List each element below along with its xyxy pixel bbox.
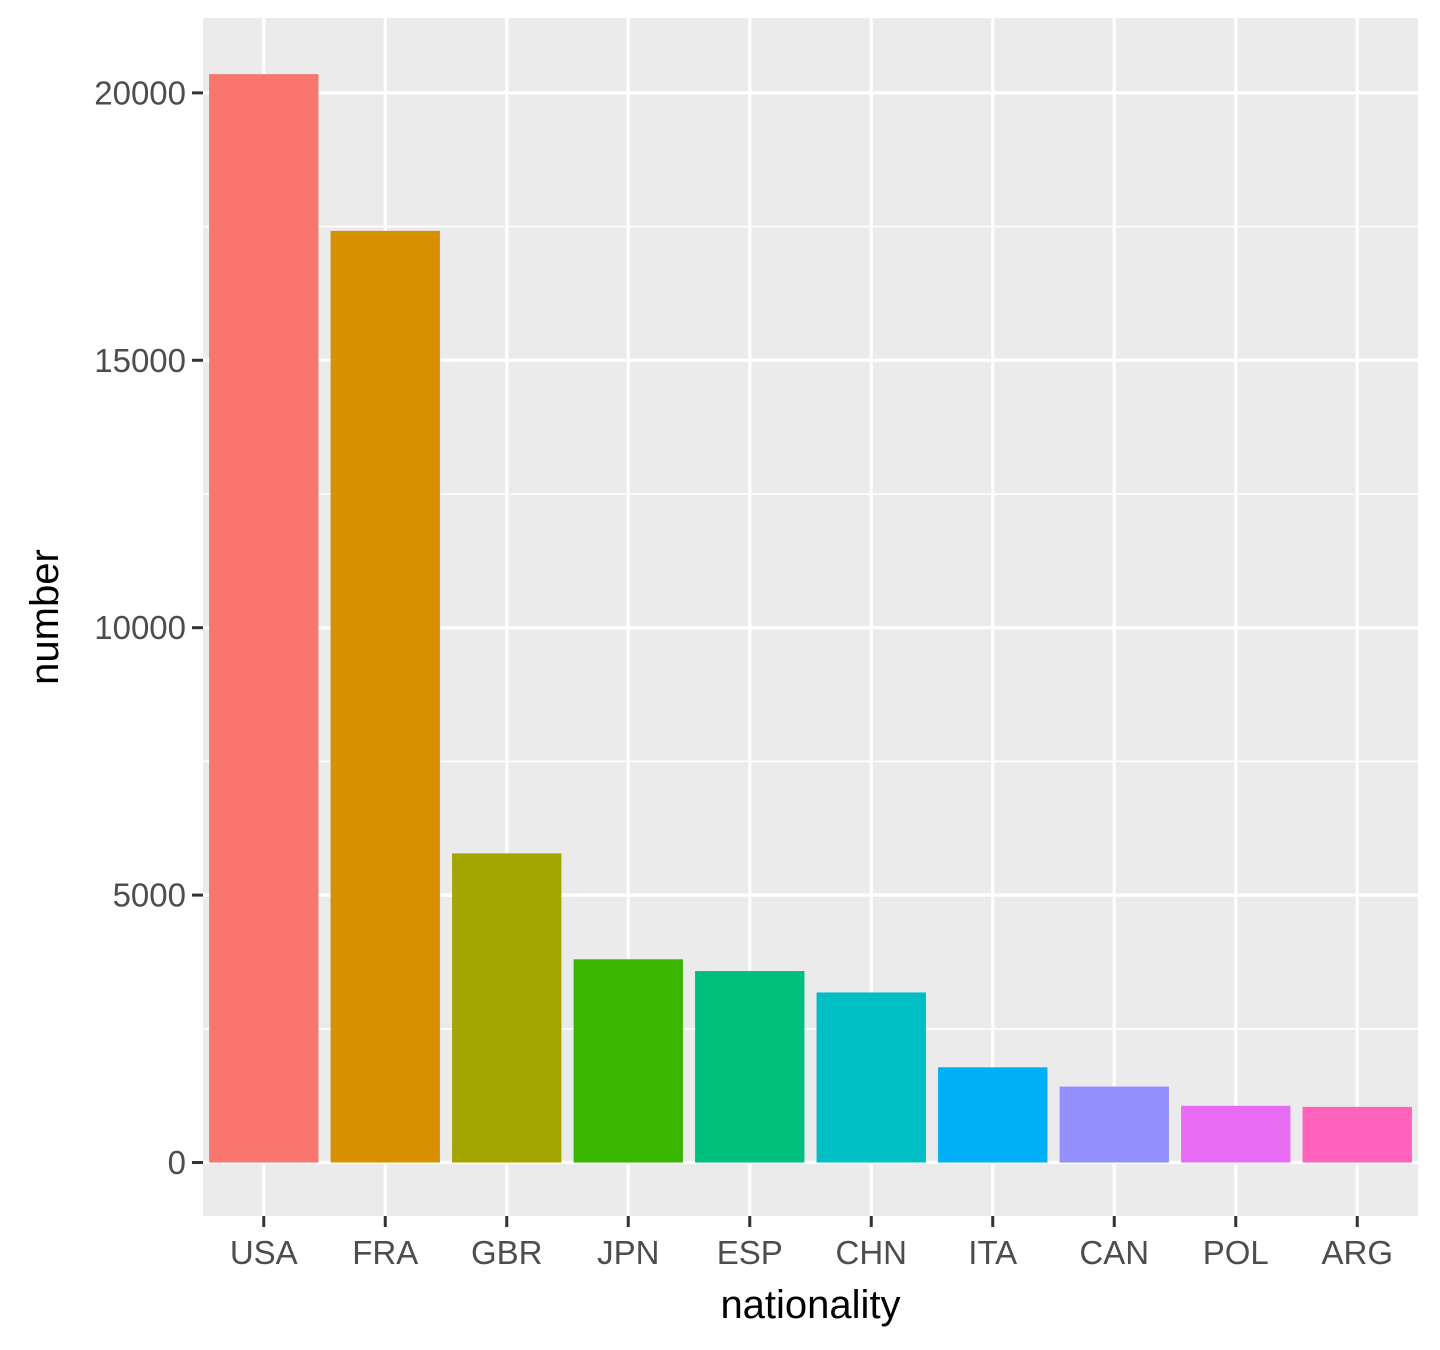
bars — [209, 74, 1412, 1163]
x-axis-title: nationality — [720, 1283, 900, 1327]
x-tick-label: USA — [230, 1234, 298, 1271]
x-tick-label: GBR — [471, 1234, 543, 1271]
bar-chn — [816, 992, 926, 1163]
x-tick-label: CHN — [836, 1234, 908, 1271]
bar-pol — [1181, 1105, 1291, 1163]
x-tick-label: FRA — [352, 1234, 418, 1271]
bar-ita — [938, 1067, 1048, 1163]
y-tick-label: 20000 — [94, 74, 186, 111]
y-tick-label: 0 — [168, 1144, 186, 1181]
x-tick-label: ITA — [968, 1234, 1017, 1271]
x-tick-label: POL — [1203, 1234, 1269, 1271]
y-axis: 0 5000 10000 15000 20000 — [94, 74, 203, 1181]
y-axis-title: number — [23, 549, 67, 685]
bar-fra — [330, 230, 440, 1163]
y-tick-label: 5000 — [113, 877, 186, 914]
x-tick-label: ARG — [1321, 1234, 1393, 1271]
x-tick-label: JPN — [597, 1234, 659, 1271]
bar-arg — [1302, 1106, 1412, 1163]
bar-can — [1059, 1086, 1169, 1163]
y-tick-label: 10000 — [94, 609, 186, 646]
x-axis: USA FRA GBR JPN ESP CHN ITA CAN POL ARG — [230, 1216, 1393, 1271]
x-tick-label: CAN — [1079, 1234, 1149, 1271]
bar-jpn — [573, 959, 683, 1163]
x-tick-label: ESP — [717, 1234, 783, 1271]
bar-esp — [695, 971, 805, 1163]
y-tick-label: 15000 — [94, 342, 186, 379]
bar-gbr — [452, 853, 562, 1163]
bar-usa — [209, 74, 319, 1163]
